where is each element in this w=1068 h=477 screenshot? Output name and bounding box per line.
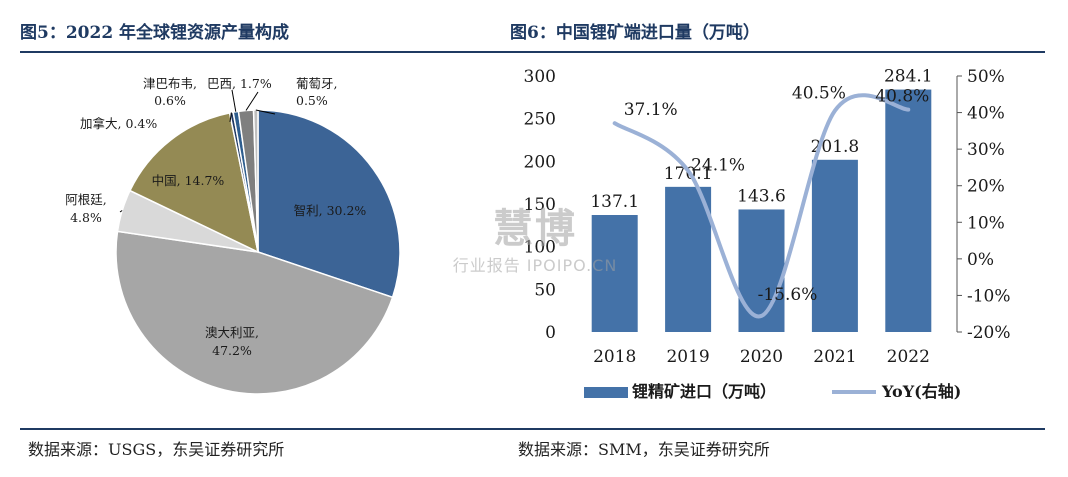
- bar-label-2022: 284.1: [884, 67, 933, 87]
- x-tick-2021: 2021: [813, 347, 856, 367]
- pie-source-note: 数据来源：USGS，东吴证券研究所: [28, 440, 285, 459]
- pie-bottom-rule: [20, 428, 510, 430]
- y2-tick-30%: 30%: [967, 140, 1005, 160]
- pie-leader-阿根廷: [119, 210, 123, 213]
- y2-tick-10%: 10%: [967, 213, 1005, 233]
- x-tick-2019: 2019: [666, 347, 709, 367]
- y-tick-50: 50: [534, 280, 556, 300]
- bar-panel: 图6：中国锂矿端进口量（万吨） 0 50 100 150 200 250 300 -20% -1…: [510, 0, 1045, 477]
- x-tick-2018: 2018: [593, 347, 636, 367]
- bar-source-note: 数据来源：SMM，东吴证券研究所: [518, 440, 770, 459]
- pie-label-巴西: 巴西, 1.7%: [207, 76, 272, 91]
- pie-top-rule: [20, 51, 510, 53]
- bar-2022: [885, 89, 932, 333]
- pie-leader-巴西: [245, 91, 259, 111]
- bar-line-chart: 0 50 100 150 200 250 300 -20% -10% 0% 10% 20% 30% 40%…: [524, 67, 1011, 401]
- yoy-label-2018: 37.1%: [624, 100, 678, 120]
- yoy-label-2021: 40.5%: [792, 84, 846, 104]
- pie-label-澳大利亚-0: 澳大利亚,: [205, 325, 259, 340]
- bar-top-rule: [510, 51, 1045, 53]
- pie-figure-title: 图5：2022 年全球锂资源产量构成: [20, 23, 290, 43]
- pie-label-葡萄牙-0: 葡萄牙,: [296, 76, 337, 91]
- x-tick-2022: 2022: [887, 347, 930, 367]
- pie-slice-澳大利亚: [115, 230, 394, 395]
- y2-tick-40%: 40%: [967, 104, 1005, 124]
- pie-slice-中国: [128, 111, 260, 254]
- pie-leader-加拿大: [229, 112, 232, 123]
- bar-2021: [811, 159, 858, 332]
- bar-2019: [665, 186, 712, 332]
- y-tick-100: 100: [524, 238, 556, 258]
- pie-label-阿根廷-0: 阿根廷,: [65, 192, 106, 207]
- y-tick-200: 200: [524, 152, 556, 172]
- pie-panel: 图5：2022 年全球锂资源产量构成 智利, 30.2% 澳大利亚, 47.2% 阿根…: [20, 0, 510, 477]
- pie-label-津巴布韦-0: 津巴布韦,: [143, 76, 197, 91]
- yoy-label-2022: 40.8%: [875, 87, 929, 107]
- pie-label-智利: 智利, 30.2%: [294, 203, 367, 218]
- yoy-line: [612, 93, 911, 319]
- y-tick-250: 250: [524, 110, 556, 130]
- bar-label-2020: 143.6: [737, 186, 786, 206]
- y2-tick--20%: -20%: [967, 323, 1011, 343]
- pie-chart: 智利, 30.2% 澳大利亚, 47.2% 阿根廷, 4.8% 中国, 14.7% 加拿大,…: [65, 76, 401, 395]
- pie-label-阿根廷-1: 4.8%: [70, 210, 102, 225]
- pie-leader-津巴布韦: [231, 89, 237, 112]
- bar-figure-title: 图6：中国锂矿端进口量（万吨）: [510, 23, 760, 43]
- yoy-label-2020: -15.6%: [758, 285, 818, 305]
- y2-tick-20%: 20%: [967, 177, 1005, 197]
- y-tick-150: 150: [524, 195, 556, 215]
- pie-leader-葡萄牙: [255, 109, 276, 115]
- y2-tick--10%: -10%: [967, 286, 1011, 306]
- pie-label-加拿大: 加拿大, 0.4%: [80, 116, 157, 131]
- yoy-label-2019: 24.1%: [691, 156, 745, 176]
- pie-label-澳大利亚-1: 47.2%: [212, 343, 252, 358]
- y2-tick-50%: 50%: [967, 67, 1005, 87]
- bar-2020: [738, 209, 785, 332]
- pie-label-葡萄牙-1: 0.5%: [296, 93, 328, 108]
- legend-line-label: YoY(右轴): [881, 382, 961, 401]
- y2-tick-0%: 0%: [967, 250, 994, 270]
- x-tick-2020: 2020: [740, 347, 783, 367]
- bar-label-2018: 137.1: [590, 192, 639, 212]
- y-tick-0: 0: [545, 323, 556, 343]
- pie-label-中国: 中国, 14.7%: [152, 173, 225, 188]
- pie-slice-智利: [257, 109, 401, 299]
- bar-2018: [591, 215, 638, 332]
- bar-bottom-rule: [510, 428, 1045, 430]
- legend-bar-swatch: [584, 387, 628, 398]
- legend-bar-label: 锂精矿进口（万吨）: [632, 382, 776, 401]
- pie-label-津巴布韦-1: 0.6%: [154, 93, 186, 108]
- y-tick-300: 300: [524, 67, 556, 87]
